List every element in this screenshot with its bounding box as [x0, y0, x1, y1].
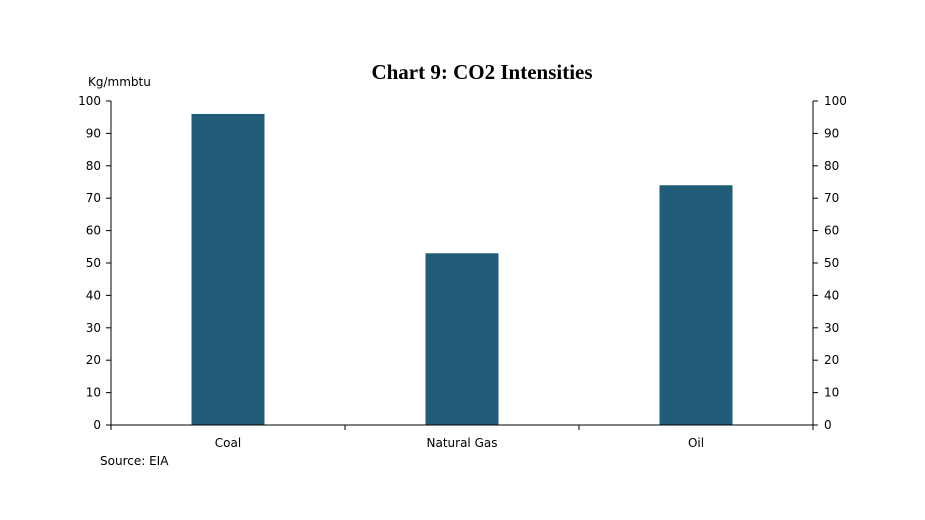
x-tick-label: Oil: [688, 436, 704, 450]
left-tick-label: 50: [86, 256, 101, 270]
bar-coal: [191, 113, 265, 426]
y-axis-label: Kg/mmbtu: [88, 75, 151, 89]
source-note: Source: EIA: [100, 454, 169, 468]
bars: [191, 113, 733, 426]
bar-oil: [659, 185, 733, 425]
chart-title: Chart 9: CO2 Intensities: [371, 60, 592, 84]
right-tick-label: 20: [824, 353, 839, 367]
left-tick-label: 30: [86, 321, 101, 335]
right-tick-label: 70: [824, 191, 839, 205]
right-y-axis: 0 10 20 30 40 50 60 70 80 90 100: [812, 94, 847, 432]
x-axis: Coal Natural Gas Oil: [110, 424, 814, 450]
left-tick-label: 20: [86, 353, 101, 367]
left-tick-label: 80: [86, 159, 101, 173]
right-tick-label: 0: [824, 418, 832, 432]
right-tick-label: 10: [824, 386, 839, 400]
right-tick-label: 90: [824, 126, 839, 140]
left-tick-label: 100: [78, 94, 101, 108]
right-tick-label: 30: [824, 321, 839, 335]
x-tick-label: Natural Gas: [427, 436, 498, 450]
right-tick-label: 50: [824, 256, 839, 270]
left-tick-label: 10: [86, 386, 101, 400]
left-tick-label: 40: [86, 288, 101, 302]
right-tick-label: 40: [824, 288, 839, 302]
x-tick-label: Coal: [215, 436, 241, 450]
right-tick-label: 60: [824, 224, 839, 238]
bar-natural-gas: [425, 253, 499, 425]
left-tick-label: 60: [86, 224, 101, 238]
right-tick-label: 100: [824, 94, 847, 108]
left-tick-label: 90: [86, 126, 101, 140]
left-y-axis: 0 10 20 30 40 50 60 70 80 90 100: [78, 94, 112, 432]
right-tick-label: 80: [824, 159, 839, 173]
left-tick-label: 70: [86, 191, 101, 205]
left-tick-label: 0: [93, 418, 101, 432]
